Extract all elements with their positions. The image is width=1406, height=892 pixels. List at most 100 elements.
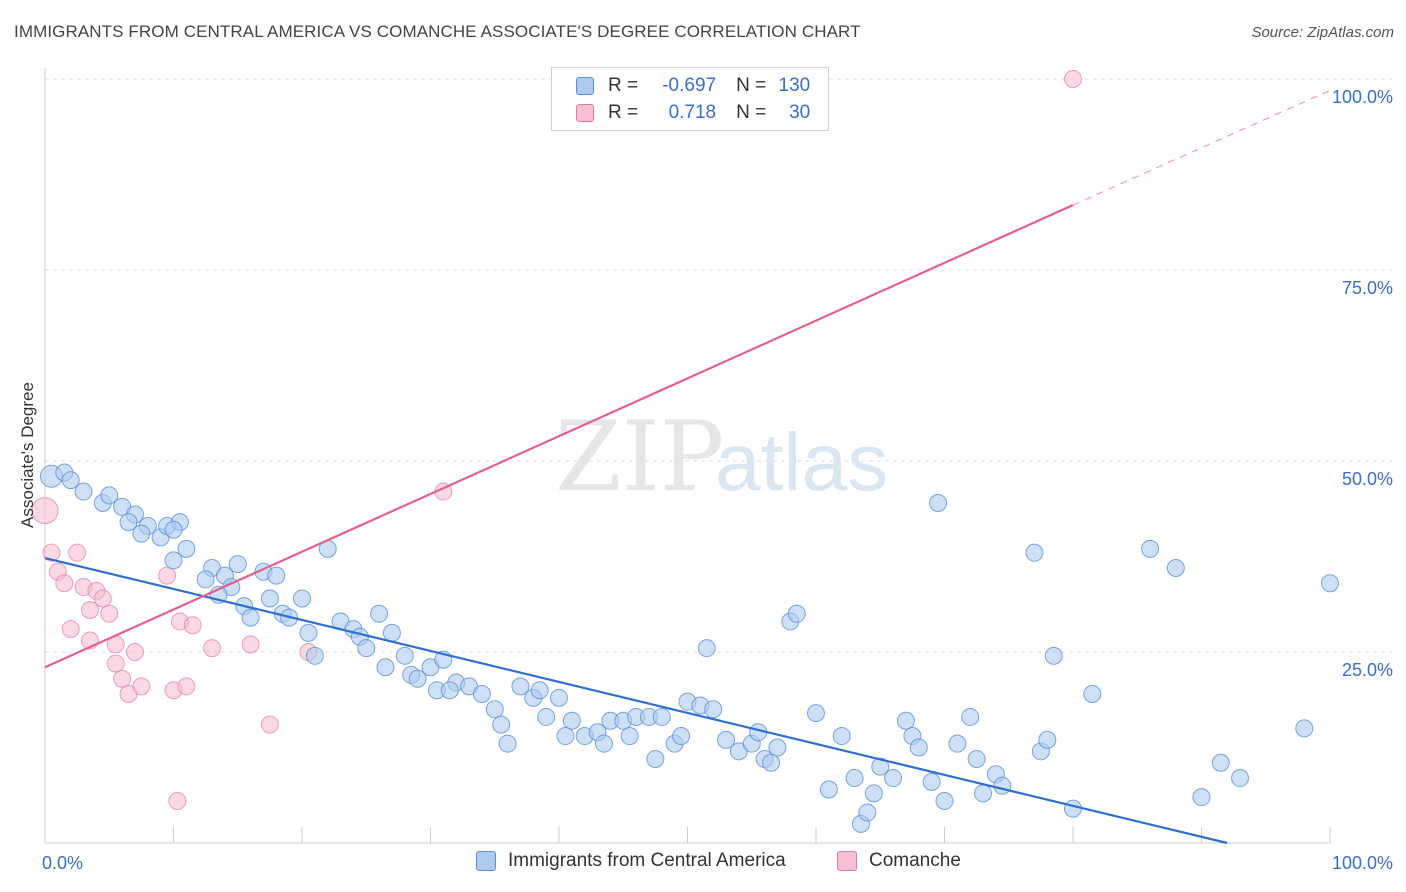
central-america-point: [305, 646, 324, 665]
comanche-point: [260, 715, 279, 734]
central-america-point: [376, 658, 395, 677]
central-america-point: [864, 784, 883, 803]
central-america-point: [511, 677, 530, 696]
central-america-point: [241, 608, 260, 627]
central-america-point: [293, 589, 311, 608]
x-tick-label-max: 100.0%: [1332, 853, 1393, 873]
central-america-point: [858, 803, 877, 822]
y-tick-label: 75.0%: [1342, 278, 1393, 298]
central-america-point: [260, 589, 279, 608]
y-tick-label: 50.0%: [1342, 469, 1393, 489]
central-america-point: [492, 715, 511, 734]
central-america-point: [299, 623, 318, 642]
central-america-point: [164, 520, 183, 539]
central-america-point: [196, 570, 215, 589]
n-label: N =: [736, 75, 767, 96]
comanche-point: [80, 600, 99, 619]
central-america-point: [832, 727, 851, 746]
central-america-point: [845, 769, 864, 788]
central-america-point: [1064, 799, 1082, 818]
central-america-point: [74, 482, 93, 501]
n-value: 30: [789, 102, 811, 123]
y-axis-title: Associate's Degree: [18, 382, 37, 528]
central-america-point: [672, 727, 691, 746]
comanche-point: [55, 574, 74, 593]
central-america-point: [100, 486, 119, 505]
central-america-point: [929, 494, 948, 513]
legend-swatch-pink: [837, 851, 857, 871]
legend-item-central-america[interactable]: Immigrants from Central America: [476, 850, 786, 872]
central-america-point: [974, 784, 993, 803]
stats-row-central-america: R = -0.697 N = 130: [552, 73, 810, 99]
central-america-point: [697, 639, 716, 658]
central-america-point: [652, 707, 671, 726]
comanche-point: [42, 543, 61, 562]
central-america-point: [967, 749, 986, 768]
central-america-point: [530, 681, 549, 700]
comanche-point: [106, 654, 125, 673]
central-america-point: [961, 707, 980, 726]
central-america-point: [472, 685, 491, 704]
central-america-point: [819, 780, 838, 799]
comanche-trend-extension: [1072, 89, 1331, 206]
comanche-trend-line: [44, 204, 1074, 669]
watermark-zip: ZIP: [555, 401, 724, 513]
central-america-point: [1044, 646, 1063, 665]
central-america-point: [1231, 769, 1250, 788]
legend-label: Immigrants from Central America: [508, 850, 786, 871]
comanche-point: [61, 620, 80, 639]
comanche-point: [68, 543, 87, 562]
comanche-point: [31, 497, 59, 525]
central-america-point: [646, 749, 665, 768]
central-america-point: [909, 738, 928, 757]
central-america-point: [704, 700, 723, 719]
central-america-point: [357, 639, 376, 658]
watermark: ZIP atlas: [555, 401, 888, 513]
y-tick-label: 100.0%: [1332, 87, 1393, 107]
central-america-point: [594, 734, 613, 753]
legend-item-comanche[interactable]: Comanche: [837, 850, 961, 872]
trend-lines: [44, 89, 1331, 845]
central-america-point: [370, 604, 389, 623]
central-america-point: [896, 711, 915, 730]
central-america-point: [228, 555, 247, 574]
source-credit: Source: ZipAtlas.com: [1251, 24, 1394, 41]
central-america-point: [762, 753, 781, 772]
central-america-point: [1321, 574, 1339, 593]
central-america-point: [1211, 753, 1230, 772]
central-america-point: [1295, 719, 1314, 738]
r-value: 0.718: [668, 102, 717, 123]
tick-labels: 25.0% 50.0% 75.0% 100.0% 0.0% 100.0%: [42, 87, 1393, 873]
central-america-trend-line: [44, 556, 1228, 845]
central-america-point: [1083, 685, 1102, 704]
central-america-point: [562, 711, 581, 730]
central-america-point: [119, 513, 138, 532]
legend-swatch-blue: [576, 77, 594, 95]
central-america-point: [267, 566, 286, 585]
comanche-point: [203, 639, 222, 658]
central-america-point: [717, 730, 736, 749]
central-america-point: [922, 772, 941, 791]
comanche-point: [158, 566, 177, 585]
central-america-point: [440, 681, 459, 700]
x-tick-label-min: 0.0%: [42, 853, 83, 873]
comanche-point: [132, 677, 151, 696]
central-america-point: [948, 734, 967, 753]
axes: [44, 68, 1331, 844]
central-america-point: [1038, 730, 1057, 749]
central-america-point: [164, 551, 183, 570]
central-america-point: [537, 707, 556, 726]
central-america-point: [1166, 558, 1185, 577]
legend-label: Comanche: [869, 850, 961, 871]
series-legend: Immigrants from Central America Comanche: [0, 850, 1406, 878]
central-america-point: [1141, 539, 1160, 558]
legend-swatch-pink: [576, 104, 594, 122]
central-america-point: [61, 471, 80, 490]
central-america-point: [485, 700, 504, 719]
central-america-point: [382, 623, 401, 642]
central-america-point: [1025, 543, 1044, 562]
central-america-point: [620, 727, 639, 746]
n-value: 130: [778, 75, 811, 96]
central-america-point: [768, 738, 787, 757]
